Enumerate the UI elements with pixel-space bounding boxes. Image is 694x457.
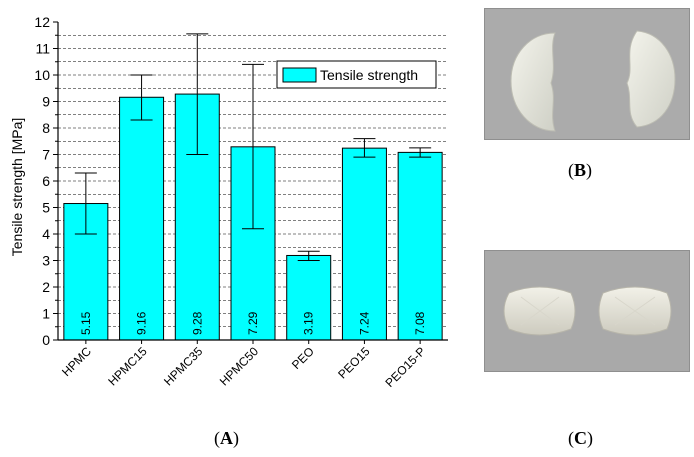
bar (397, 151, 443, 341)
y-tick-label: 4 (42, 226, 50, 242)
whole-tablets-photo (484, 250, 690, 372)
y-tick-label: 1 (42, 306, 50, 322)
x-tick-label: PEO15-P (383, 344, 429, 390)
y-tick-label: 10 (34, 67, 50, 83)
bar (341, 147, 387, 341)
bar (119, 96, 165, 341)
y-tick-label: 11 (35, 41, 50, 57)
value-label: 7.24 (357, 311, 371, 335)
bars (63, 93, 443, 341)
tablet-halves-photo (484, 8, 690, 140)
value-labels: 5.15 9.16 9.28 7.29 3.19 7.24 7.08 (79, 311, 427, 335)
x-tick-label: HPMC35 (161, 344, 206, 389)
value-label: 7.08 (413, 311, 427, 335)
y-tick-label: 3 (42, 253, 50, 269)
tensile-strength-bar-chart: 5.15 9.16 9.28 7.29 3.19 7.24 7.08 HPMC HPMC15 H… (9, 14, 448, 390)
x-tick-label: HPMC50 (217, 344, 262, 389)
x-tick-label: PEO (289, 344, 317, 372)
value-label: 3.19 (302, 311, 316, 335)
y-tick-label: 6 (42, 173, 50, 189)
value-label: 7.29 (246, 311, 260, 335)
y-tick-label: 8 (42, 120, 50, 136)
value-label: 9.16 (135, 311, 149, 335)
value-label: 5.15 (79, 311, 93, 335)
legend: Tensile strength (276, 60, 437, 89)
y-axis-label: Tensile strength [MPa] (9, 118, 25, 257)
value-label: 9.28 (190, 311, 204, 335)
legend-swatch (282, 67, 317, 83)
y-tick-label: 0 (42, 332, 50, 348)
y-tick-label: 7 (42, 147, 50, 163)
error-bars (74, 33, 432, 261)
panel-label-a: (A) (214, 428, 239, 448)
legend-label: Tensile strength (320, 67, 418, 83)
panel-label-b: (B) (568, 160, 593, 180)
y-tick-label: 5 (42, 200, 50, 216)
x-tick-label: PEO15 (335, 344, 372, 381)
bar (286, 254, 332, 341)
panel-label-c: (C) (568, 428, 593, 448)
y-tick-label: 9 (42, 94, 50, 110)
y-tick-label: 12 (34, 14, 50, 30)
x-tick-label: HPMC (59, 344, 94, 379)
y-tick-label: 2 (42, 279, 50, 295)
x-tick-label: HPMC15 (105, 344, 150, 389)
